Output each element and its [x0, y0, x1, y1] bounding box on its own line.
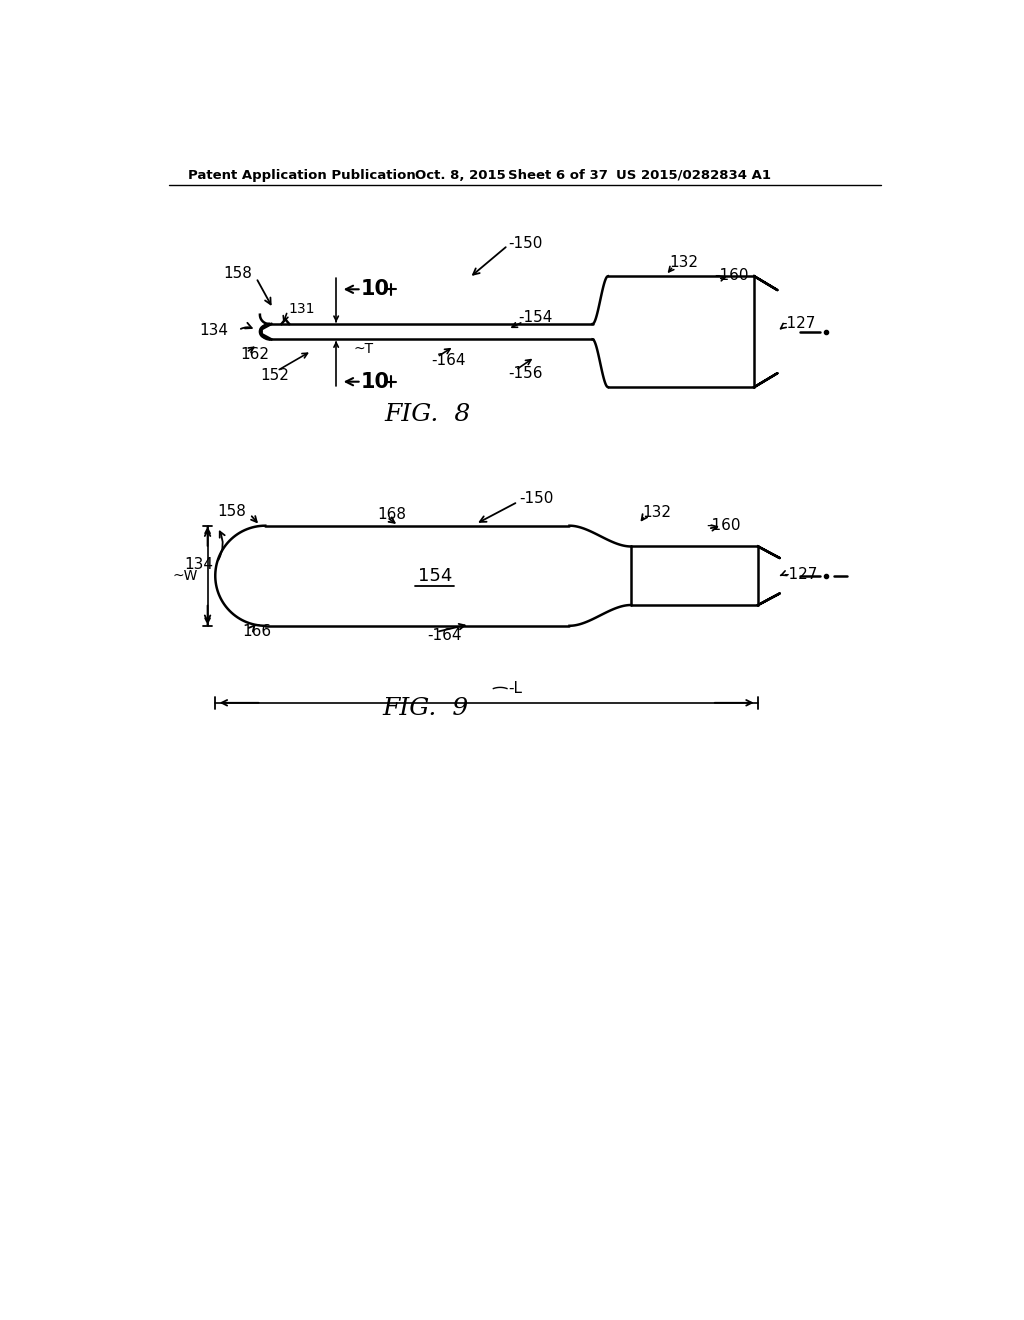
Text: -127: -127: [781, 317, 815, 331]
Text: 134: 134: [200, 322, 228, 338]
Text: 152: 152: [260, 368, 289, 383]
Text: FIG.  9: FIG. 9: [382, 697, 469, 721]
Text: 134: 134: [184, 557, 213, 573]
Text: Patent Application Publication: Patent Application Publication: [188, 169, 416, 182]
Text: Oct. 8, 2015: Oct. 8, 2015: [416, 169, 506, 182]
Text: -156: -156: [508, 367, 543, 381]
Text: FIG.  8: FIG. 8: [384, 403, 470, 425]
Text: -150: -150: [519, 491, 554, 507]
Text: 10: 10: [360, 280, 390, 300]
Text: Sheet 6 of 37: Sheet 6 of 37: [508, 169, 607, 182]
Text: -164: -164: [431, 352, 465, 368]
Text: 168: 168: [377, 507, 406, 521]
Text: 132: 132: [670, 255, 698, 269]
Text: -160: -160: [714, 268, 749, 282]
Text: US 2015/0282834 A1: US 2015/0282834 A1: [615, 169, 771, 182]
Text: -150: -150: [508, 235, 543, 251]
Text: 132: 132: [643, 506, 672, 520]
Text: ~W: ~W: [173, 569, 199, 582]
Text: 154: 154: [418, 566, 452, 585]
Text: 158: 158: [223, 267, 252, 281]
Text: -127: -127: [783, 566, 818, 582]
Text: 10: 10: [360, 372, 390, 392]
Text: -154: -154: [518, 310, 552, 325]
Text: -164: -164: [427, 628, 462, 643]
Text: 166: 166: [243, 624, 271, 639]
Text: ~T: ~T: [354, 342, 374, 355]
Text: -L: -L: [508, 681, 522, 697]
Text: 162: 162: [241, 347, 269, 362]
Text: 131: 131: [289, 301, 315, 315]
Text: 158: 158: [217, 503, 246, 519]
Text: -160: -160: [707, 519, 741, 533]
